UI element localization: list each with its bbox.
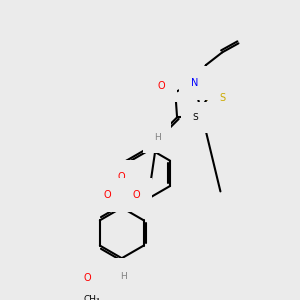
Text: H: H [154,133,160,142]
Text: CH₃: CH₃ [84,295,100,300]
Text: H: H [120,272,127,281]
Text: O: O [132,190,140,200]
Text: S: S [219,92,225,103]
Text: N: N [190,78,198,88]
Text: S: S [192,113,198,122]
Text: O: O [103,190,111,200]
Text: N: N [111,269,118,280]
Text: S: S [119,190,125,200]
Text: O: O [118,172,126,182]
Text: O: O [158,81,166,91]
Text: O: O [84,273,91,283]
